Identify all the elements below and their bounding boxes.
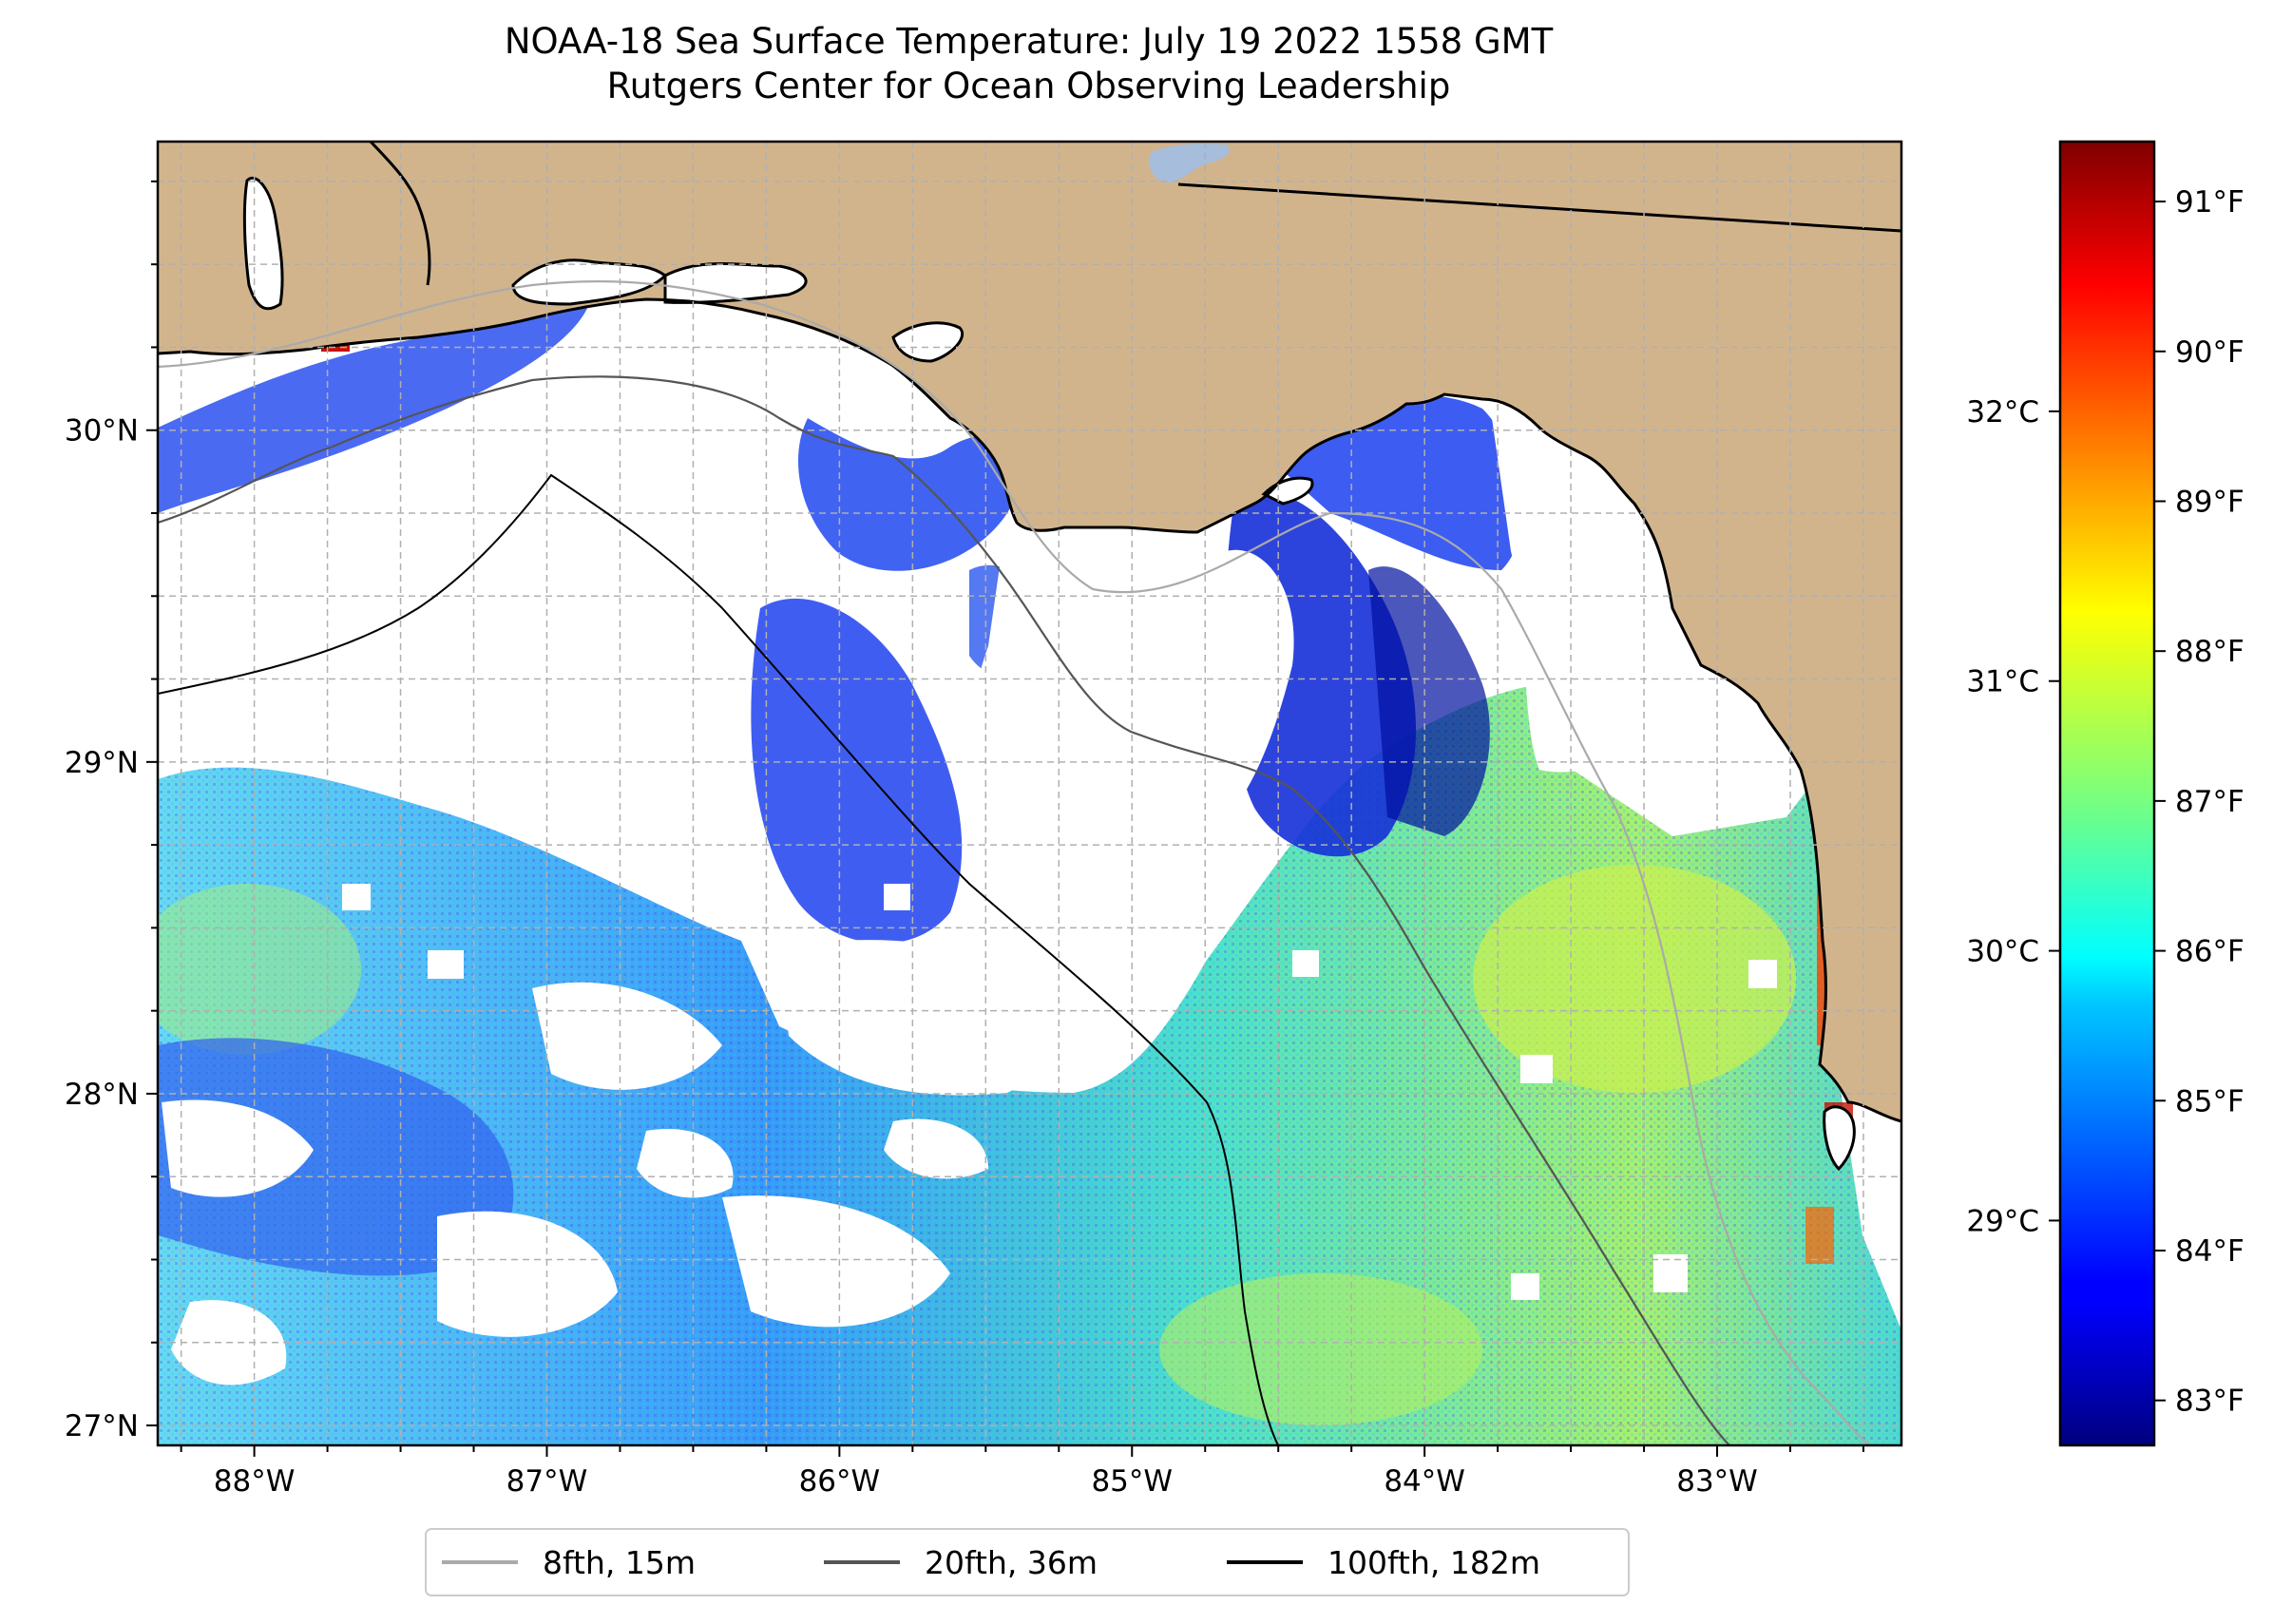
f-tick-label: 89°F	[2175, 485, 2244, 519]
cloud-cell	[884, 884, 910, 910]
legend-label-20fth: 20fth, 36m	[925, 1543, 1098, 1581]
cloud-hole	[162, 1099, 314, 1197]
isobath-20fth	[158, 375, 1730, 1445]
colorbar-fahrenheit-axis: 83°F 84°F 85°F 86°F 87°F 88°F 89°F 90°F 91°F	[2154, 185, 2244, 1419]
cloud-cell	[342, 884, 371, 910]
isobath-8fth	[158, 279, 1873, 1445]
cloud-hole	[722, 1195, 950, 1328]
f-tick-label: 86°F	[2175, 935, 2244, 969]
lon-tick-label: 86°W	[799, 1464, 881, 1499]
colorbar	[2058, 140, 2156, 1447]
sst-cold-core	[1368, 566, 1490, 836]
cloud-cell	[1511, 1273, 1539, 1300]
legend-item-100fth: 100fth, 182m	[1227, 1530, 1540, 1595]
legend-line-8fth	[442, 1560, 518, 1564]
lon-tick-label: 83°W	[1676, 1464, 1758, 1499]
c-tick-label: 30°C	[1966, 935, 2039, 969]
isobath-legend: 8fth, 15m 20fth, 36m 100fth, 182m	[425, 1528, 1630, 1596]
cloud-cell	[1055, 998, 1089, 1026]
cloud-hole	[532, 982, 722, 1090]
legend-item-20fth: 20fth, 36m	[824, 1530, 1098, 1595]
sst-cool-northwest	[158, 298, 589, 513]
colorbar-celsius-axis: 29°C 30°C 31°C 32°C	[1966, 395, 2060, 1238]
cloud-hole	[1208, 549, 1294, 808]
state-boundary-al-fl	[369, 142, 431, 286]
lon-tick-label: 88°W	[214, 1464, 296, 1499]
lat-tick-label: 28°N	[65, 1078, 139, 1112]
latitude-axis: 27°N 28°N 29°N 30°N	[65, 180, 158, 1443]
legend-label-8fth: 8fth, 15m	[543, 1543, 697, 1581]
isobath-100fth	[158, 473, 1279, 1445]
warm-patch-south	[1159, 1273, 1482, 1425]
f-tick-label: 85°F	[2175, 1084, 2244, 1118]
cloud-central	[971, 507, 1183, 934]
cloud-hole	[637, 1129, 734, 1198]
c-tick-label: 32°C	[1966, 395, 2039, 430]
f-tick-label: 91°F	[2175, 185, 2244, 220]
lat-tick-label: 29°N	[65, 746, 139, 780]
cloud-cell	[1292, 950, 1319, 977]
cloud-hole	[779, 940, 1047, 1096]
f-tick-label: 84°F	[2175, 1234, 2244, 1269]
title-line-1: NOAA-18 Sea Surface Temperature: July 19…	[504, 21, 1554, 62]
state-boundary	[1177, 182, 1901, 233]
f-tick-label: 87°F	[2175, 785, 2244, 819]
map-frame	[156, 140, 1903, 1447]
c-tick-label: 29°C	[1966, 1204, 2039, 1238]
cloud-cell	[428, 950, 464, 979]
cloud-mask	[158, 411, 1777, 1385]
f-tick-label: 88°F	[2175, 635, 2244, 669]
cloud-west	[158, 507, 743, 772]
sst-cool-west	[158, 1038, 514, 1276]
lat-tick-label: 30°N	[65, 414, 139, 449]
lon-tick-label: 87°W	[506, 1464, 588, 1499]
longitude-axis: 88°W 87°W 86°W 85°W 84°W 83°W	[180, 1445, 1864, 1499]
title-line-2: Rutgers Center for Ocean Observing Leade…	[606, 66, 1451, 106]
legend-label-100fth: 100fth, 182m	[1327, 1543, 1540, 1581]
cloud-hole	[437, 1211, 618, 1337]
f-tick-label: 90°F	[2175, 335, 2244, 370]
f-tick-label: 83°F	[2175, 1385, 2244, 1419]
map-panel	[158, 142, 1901, 1445]
lat-tick-label: 27°N	[65, 1409, 139, 1443]
cloud-cell	[1520, 1055, 1553, 1083]
sst-cool-northcentral	[798, 418, 1022, 571]
st-andrew-bay	[891, 321, 964, 363]
lon-tick-label: 84°W	[1384, 1464, 1465, 1499]
legend-item-8fth: 8fth, 15m	[442, 1530, 696, 1595]
warm-patch-east	[1473, 865, 1796, 1093]
cloud-hole	[1606, 665, 1674, 762]
warm-patch-west	[158, 884, 361, 1055]
lake-seminole	[1149, 143, 1230, 183]
cloud-cell	[1748, 960, 1777, 988]
c-tick-label: 31°C	[1966, 665, 2039, 699]
graticule	[158, 142, 1901, 1445]
coastline	[158, 297, 1901, 1123]
cloud-hole	[884, 1118, 988, 1179]
chart-title: NOAA-18 Sea Surface Temperature: July 19…	[157, 19, 1900, 108]
legend-line-100fth	[1227, 1560, 1303, 1564]
sst-cool-central	[751, 598, 963, 944]
legend-line-20fth	[824, 1560, 900, 1564]
land-mass	[158, 142, 1901, 1121]
cloud-cell	[1653, 1254, 1688, 1292]
tampa-bay	[1823, 1105, 1856, 1172]
lon-tick-label: 85°W	[1091, 1464, 1173, 1499]
